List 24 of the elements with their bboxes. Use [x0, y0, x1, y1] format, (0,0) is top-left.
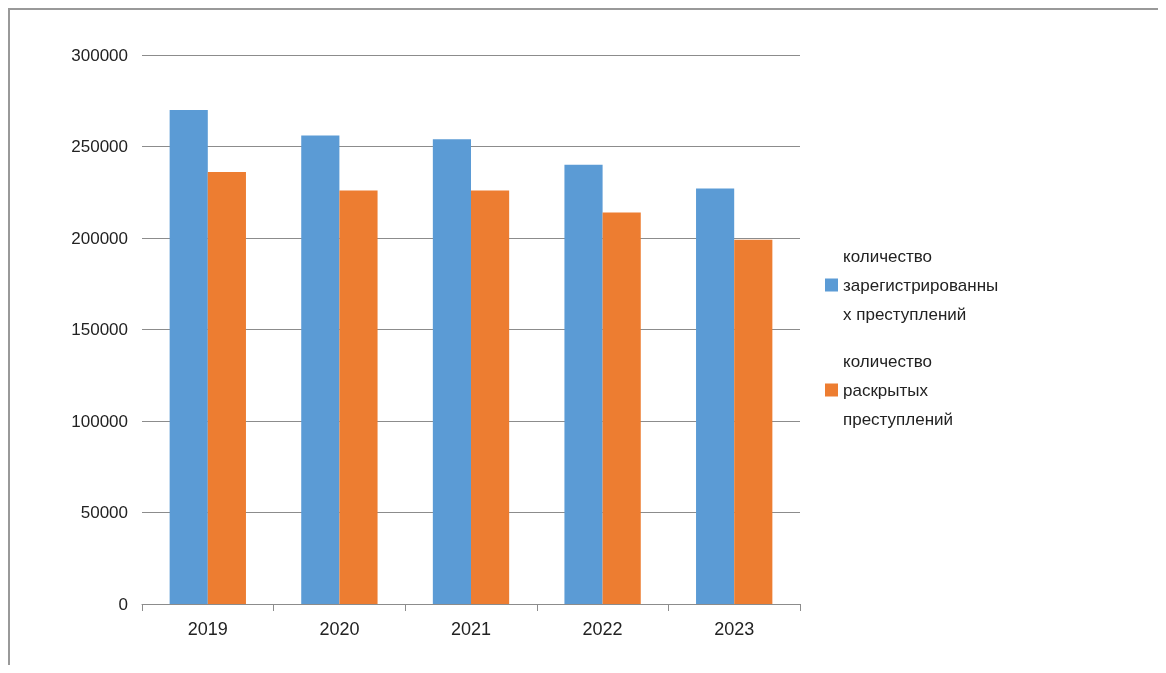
x-tick-label: 2019: [187, 619, 228, 639]
legend-label: количество раскрытых преступлений: [843, 351, 954, 429]
bar: [169, 109, 208, 604]
y-tick-label: 50000: [80, 503, 128, 522]
x-tick-label: 2023: [714, 619, 755, 639]
x-tick-label: 2021: [450, 619, 492, 639]
x-tick-label: 2022: [582, 619, 623, 639]
bar: [207, 172, 246, 604]
legend-label: количество зарегистрированных преступлений: [843, 246, 999, 324]
y-tick-label: 200000: [71, 228, 128, 248]
x-tick-label: 2020: [319, 619, 360, 639]
y-tick-label: 150000: [71, 320, 128, 339]
bar: [602, 212, 641, 604]
y-tick-label: 250000: [71, 137, 128, 156]
bar: [696, 188, 735, 604]
bar: [734, 239, 773, 604]
y-tick-label: 0: [118, 594, 128, 614]
bar: [432, 139, 471, 604]
y-tick-label: 100000: [71, 411, 128, 431]
bar: [471, 190, 510, 604]
bar: [564, 164, 603, 604]
bar: [301, 135, 340, 604]
y-tick-label: 300000: [71, 45, 128, 65]
bar: [339, 190, 378, 604]
